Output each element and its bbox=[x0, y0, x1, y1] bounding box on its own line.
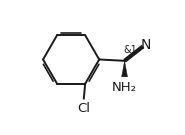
Text: Cl: Cl bbox=[77, 102, 90, 115]
Text: NH₂: NH₂ bbox=[112, 81, 137, 94]
Polygon shape bbox=[122, 61, 127, 77]
Text: &1: &1 bbox=[123, 45, 137, 55]
Text: N: N bbox=[141, 38, 151, 52]
